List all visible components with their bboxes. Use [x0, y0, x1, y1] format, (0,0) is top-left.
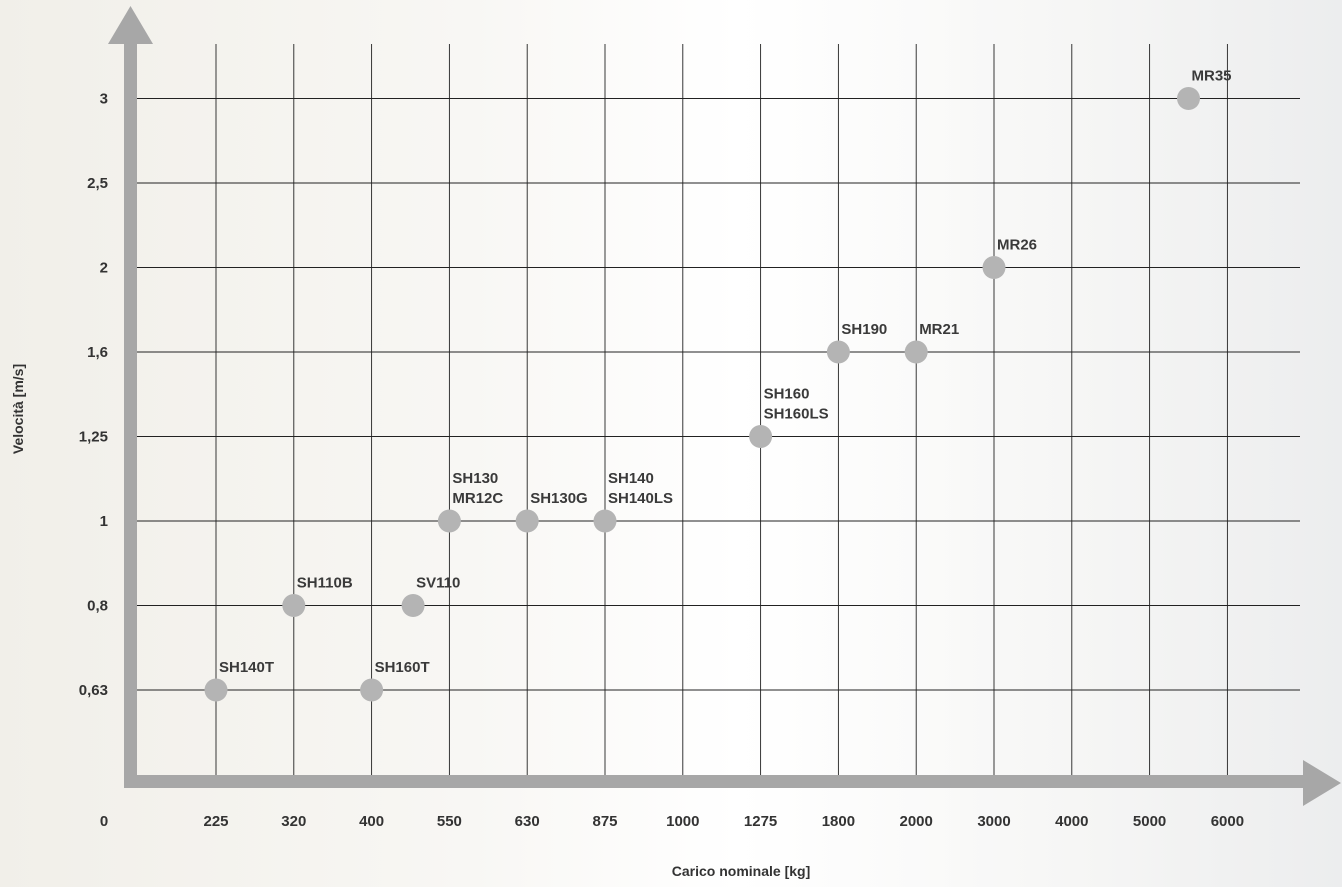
y-tick-label: 0,63	[79, 682, 108, 699]
grid	[126, 44, 1300, 778]
x-axis-line	[124, 775, 1310, 788]
data-point	[437, 509, 461, 533]
axes	[108, 6, 1341, 806]
y-axis-arrow	[108, 6, 153, 44]
data-point	[204, 678, 228, 702]
data-point	[282, 594, 306, 617]
x-tick-labels: 225 320 400 550 630 875 1000 1275 1800 2000 3000 40…	[203, 813, 1244, 830]
data-points: SH140T SH160T SH110B SV110 SH130 MR12C SH130G S…	[204, 68, 1232, 702]
y-tick-label: 1	[100, 513, 108, 530]
y-tick-label: 1,25	[79, 429, 108, 446]
point-label: SH140LS	[608, 490, 673, 507]
point-label: SH130	[452, 470, 498, 487]
point-label: MR12C	[452, 490, 503, 507]
point-label: SH160	[764, 386, 810, 403]
data-point	[982, 256, 1006, 279]
data-point	[749, 425, 773, 448]
x-tick-label: 550	[437, 813, 462, 830]
x-tick-label: 875	[592, 813, 617, 830]
point-label: SH140	[608, 470, 654, 487]
x-tick-label: 225	[203, 813, 228, 830]
x-tick-label: 1800	[822, 813, 855, 830]
x-tick-label: 6000	[1211, 813, 1244, 830]
y-axis-line	[124, 38, 137, 788]
x-tick-label: 320	[281, 813, 306, 830]
y-tick-label: 0,8	[87, 598, 108, 615]
x-tick-label: 630	[515, 813, 540, 830]
x-tick-label: 1000	[666, 813, 699, 830]
x-tick-label: 2000	[900, 813, 933, 830]
x-tick-label: 4000	[1055, 813, 1088, 830]
data-point	[515, 509, 539, 533]
x-tick-label: 400	[359, 813, 384, 830]
point-label: SH130G	[530, 490, 588, 507]
y-tick-labels: 0,63 0,8 1 1,25 1,6 2 2,5 3	[79, 91, 108, 700]
point-label: SH140T	[219, 659, 274, 676]
x-tick-label: 3000	[977, 813, 1010, 830]
data-point	[360, 678, 384, 702]
point-label: SV110	[416, 575, 460, 592]
data-point	[401, 594, 425, 617]
data-point	[593, 509, 617, 533]
y-tick-label: 2,5	[87, 175, 108, 192]
point-label: SH160T	[375, 659, 430, 676]
x-tick-label: 1275	[744, 813, 777, 830]
data-point	[904, 340, 928, 364]
y-tick-label: 1,6	[87, 344, 108, 361]
x-axis-title: Carico nominale [kg]	[672, 863, 810, 879]
x-tick-label: 5000	[1133, 813, 1166, 830]
y-tick-label: 3	[100, 91, 108, 108]
y-tick-label: 2	[100, 260, 108, 277]
data-point	[826, 340, 850, 364]
point-label: MR26	[997, 237, 1037, 254]
y-axis-title: Velocità [m/s]	[10, 364, 26, 454]
data-point	[1177, 87, 1200, 110]
point-label: MR35	[1192, 68, 1232, 85]
point-label: SH160LS	[764, 406, 829, 423]
x-origin-label: 0	[100, 813, 108, 830]
point-label: MR21	[919, 321, 959, 338]
point-label: SH110B	[297, 575, 353, 592]
x-axis-arrow	[1303, 760, 1341, 806]
point-label: SH190	[841, 321, 887, 338]
